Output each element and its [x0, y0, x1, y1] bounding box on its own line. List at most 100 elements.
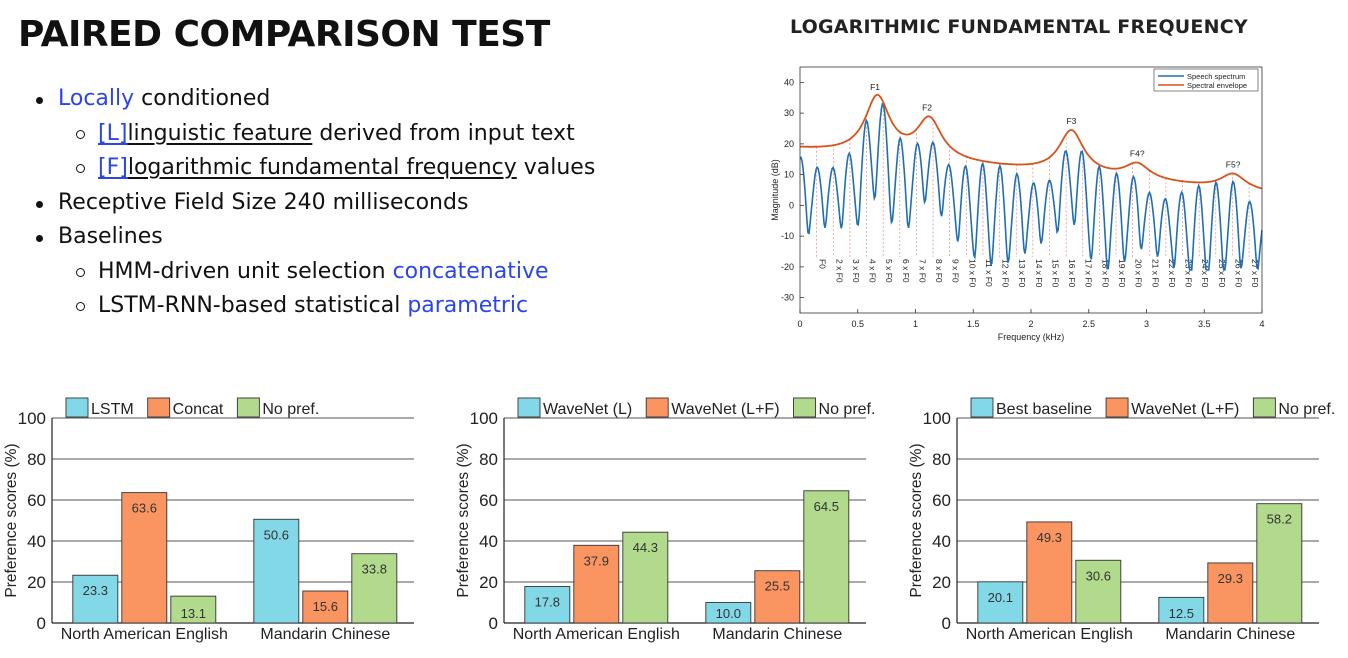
bar-value-label: 30.6 — [1086, 568, 1111, 583]
y-tick-label: 40 — [479, 532, 498, 551]
formant-label: F5? — [1226, 159, 1241, 169]
bar-value-label: 33.8 — [362, 562, 387, 577]
y-tick-label: 60 — [479, 491, 498, 510]
harmonic-label: 4 x F0 — [868, 259, 878, 283]
bar — [351, 553, 398, 624]
x-tick-label: 4 — [1259, 319, 1264, 329]
harmonic-label: 8 x F0 — [934, 259, 944, 283]
y-tick-label: 80 — [932, 450, 951, 469]
bar — [72, 574, 119, 624]
legend-label: WaveNet (L) — [543, 401, 632, 418]
bar-value-label: 29.3 — [1218, 571, 1243, 586]
bar — [977, 581, 1024, 624]
category-label: North American English — [513, 626, 680, 643]
harmonic-label: F0 — [818, 259, 828, 269]
legend-label: WaveNet (L+F) — [1131, 401, 1239, 418]
y-axis-label: Magnitude (dB) — [770, 159, 780, 221]
y-tick-label: 100 — [470, 409, 498, 428]
bar-value-label: 58.2 — [1267, 512, 1292, 527]
harmonic-label: 18 x F0 — [1100, 259, 1110, 288]
bar — [170, 595, 217, 624]
harmonic-label: 12 x F0 — [1001, 259, 1011, 288]
y-tick-label: 20 — [479, 573, 498, 592]
y-tick-label: 0 — [942, 614, 951, 633]
bar — [622, 531, 669, 624]
harmonic-grid: F0 2 x F0 3 x F0 4 x F0 5 x F0 6 x F0 7 x F0 8 … — [816, 102, 1260, 288]
harmonic-label: 11 x F0 — [984, 259, 994, 287]
bullet-log-f0: [F]logarithmic fundamental frequency val… — [36, 151, 595, 186]
legend-swatch — [147, 397, 171, 418]
formant-label: F4? — [1130, 149, 1145, 159]
bullet-text: Receptive Field Size 240 milliseconds — [58, 189, 469, 215]
bar — [1207, 562, 1254, 624]
bullet-receptive-field: Receptive Field Size 240 milliseconds — [36, 186, 595, 221]
y-tick-label: 20 — [932, 573, 951, 592]
y-tick-label: 100 — [18, 409, 46, 428]
legend-swatch — [1252, 397, 1276, 418]
y-tick-label: 40 — [932, 532, 951, 551]
bar-value-label: 49.3 — [1037, 530, 1062, 545]
bullet-highlight: parametric — [407, 293, 529, 318]
legend-swatch — [1105, 397, 1129, 418]
bar-value-label: 10.0 — [716, 606, 741, 621]
bar-chart-2: 0 20 40 60 80 100 Preference scores (%) 17.8 37.… — [455, 397, 876, 643]
bar-value-label: 13.1 — [181, 606, 206, 621]
legend-swatch — [236, 397, 260, 418]
tag-f: [F] — [98, 155, 128, 180]
bar-value-label: 23.3 — [83, 583, 108, 598]
y-tick-label: 80 — [479, 450, 498, 469]
legend-label: No pref. — [1278, 401, 1335, 418]
harmonic-label: 19 x F0 — [1117, 259, 1127, 288]
legend-swatch — [65, 397, 89, 418]
legend-label: LSTM — [91, 401, 134, 418]
legend-label: No pref. — [819, 401, 876, 418]
legend-label: Best baseline — [996, 401, 1092, 418]
bar-value-label: 15.6 — [313, 599, 338, 614]
bar-value-label: 17.8 — [535, 595, 560, 610]
y-tick-label: -20 — [781, 262, 794, 272]
bar-value-label: 50.6 — [264, 527, 289, 542]
y-tick-label: 20 — [784, 139, 794, 149]
bullet-text: Baselines — [58, 224, 163, 249]
bar-value-label: 12.5 — [1169, 606, 1194, 621]
x-tick-label: 0.5 — [851, 319, 864, 329]
bar — [1158, 596, 1205, 624]
legend-label: Spectral envelope — [1187, 81, 1247, 90]
harmonic-label: 25 x F0 — [1217, 259, 1227, 288]
harmonic-label: 14 x F0 — [1034, 259, 1044, 288]
slide-title: PAIRED COMPARISON TEST — [18, 14, 550, 55]
bar — [803, 490, 850, 624]
term-linguistic-feature: linguistic feature — [127, 120, 313, 146]
y-axis-label: Preference scores (%) — [455, 443, 472, 597]
harmonic-label: 22 x F0 — [1167, 259, 1177, 288]
harmonic-label: 15 x F0 — [1050, 259, 1060, 288]
bar — [754, 570, 801, 624]
spectral-envelope-line — [800, 93, 1263, 190]
legend-swatch — [645, 397, 669, 418]
legend-label: Speech spectrum — [1187, 72, 1245, 81]
bar — [1075, 559, 1122, 624]
category-label: Mandarin Chinese — [1165, 626, 1295, 643]
bar-value-label: 25.5 — [765, 579, 790, 594]
bullet-list: Locally conditioned [L]linguistic featur… — [36, 82, 595, 324]
bar-chart-1: 0 20 40 60 80 100 Preference scores (%) 23.3 63.… — [3, 397, 414, 643]
bar-value-label: 37.9 — [584, 553, 609, 568]
bullet-highlight: Locally — [58, 86, 135, 111]
y-tick-label: 0 — [37, 614, 46, 633]
harmonic-label: 20 x F0 — [1134, 259, 1144, 288]
x-tick-label: 2 — [1028, 319, 1033, 329]
y-tick-label: 60 — [932, 491, 951, 510]
legend-swatch — [793, 397, 816, 418]
harmonic-label: 9 x F0 — [951, 259, 961, 283]
harmonic-label: 23 x F0 — [1184, 259, 1194, 288]
y-tick-label: 10 — [784, 170, 794, 180]
bar-value-label: 63.6 — [132, 501, 157, 516]
category-label: Mandarin Chinese — [712, 626, 842, 643]
bar-value-label: 64.5 — [814, 499, 839, 514]
x-tick-label: 0 — [797, 319, 802, 329]
y-tick-label: 60 — [27, 491, 46, 510]
legend-label: WaveNet (L+F) — [671, 401, 779, 418]
spectrum-figure-title: LOGARITHMIC FUNDAMENTAL FREQUENCY — [790, 16, 1248, 38]
y-tick-label: -10 — [781, 231, 794, 241]
